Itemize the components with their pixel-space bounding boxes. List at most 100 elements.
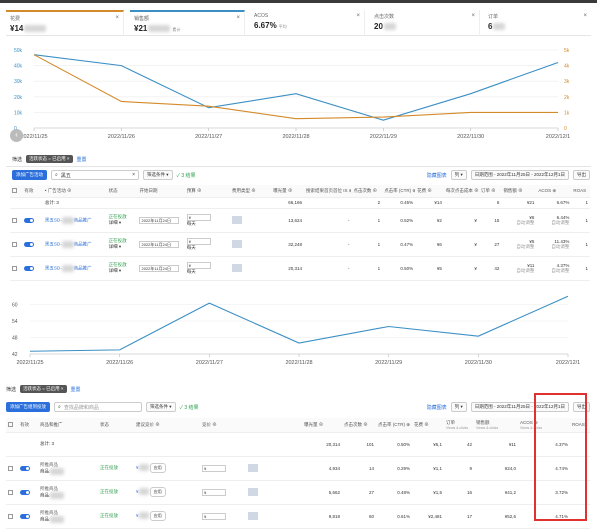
header-cell[interactable]: 订单 ⊕ [478,185,502,198]
header-cell[interactable]: 建议竞价 ⊕ [134,418,200,433]
active-toggle[interactable] [20,465,30,471]
date-range-button[interactable]: 日期范围 - 2022年11月25日 - 2022年12月1日 [470,402,569,412]
header-cell[interactable]: 订单 Views & clicks [444,418,474,433]
suggested-bid[interactable]: ¥ [136,489,139,494]
header-cell[interactable]: 花费 ⊕ [412,418,444,433]
metric-card-acos[interactable]: ACOS 6.67% 平均 × [250,10,365,36]
suggested-bid[interactable]: ¥ [136,465,139,470]
campaign-name-link[interactable]: 黑五SD- [44,241,62,247]
detail-link[interactable]: 详细 ▾ [108,220,122,225]
orders-value: 17 [444,504,474,529]
header-cell[interactable]: 点击次数 ⊕ [351,185,383,198]
close-icon[interactable]: × [471,13,475,19]
filter-chip-active[interactable]: 活跃状态 = 已启用 × [26,155,73,163]
apply-button[interactable]: 应用 [149,487,166,497]
bid-input[interactable]: ¥ [202,512,226,520]
reset-link[interactable]: 重置 [70,386,81,393]
export-button[interactable]: 导出 [573,170,590,180]
header-cell[interactable]: ACOS ⊕ Views & clicks [518,418,570,433]
active-toggle[interactable] [20,489,30,495]
export-button[interactable]: 导出 [573,402,590,412]
suggested-bid[interactable]: ¥ [136,513,139,518]
select-all-checkbox[interactable] [8,422,13,428]
header-cell[interactable]: 预算 ⊕ [184,185,231,198]
detail-link[interactable]: 详细 ▾ [108,268,122,273]
row-checkbox[interactable] [8,489,13,495]
close-icon[interactable]: × [115,15,119,21]
header-cell[interactable]: 搜索结果首页首位 IS ⊕ [304,185,352,198]
close-icon[interactable]: × [583,13,587,19]
active-toggle[interactable] [20,513,30,519]
header-cell[interactable]: 费用类型 ⊕ [230,185,272,198]
header-cell[interactable]: ROAS [571,185,590,198]
close-icon[interactable]: × [236,15,240,21]
close-icon[interactable]: × [356,13,360,19]
start-date-field[interactable]: 2022年11月24日 [139,216,180,224]
detail-link[interactable]: 详细 ▾ [108,244,122,249]
header-cell[interactable]: 有效 [22,185,43,198]
add-ad-group-button[interactable]: 添加广告组到投放 [6,402,50,412]
header-cell[interactable]: 商品和推广 [38,418,98,433]
row-checkbox[interactable] [12,241,17,247]
metric-card-spend[interactable]: 花费 ¥14 × [6,10,124,36]
search-input[interactable]: ⌕ 黑五 × [51,170,139,180]
row-checkbox[interactable] [8,465,13,471]
header-cell[interactable]: 竞价 ⊕ [200,418,246,433]
header-cell[interactable]: 状态 [98,418,134,433]
y-tick-left: 40k [14,64,23,70]
header-cell[interactable]: 曝光量 ⊕ [302,418,342,433]
active-toggle[interactable] [24,241,35,247]
row-checkbox[interactable] [12,217,17,223]
header-cell[interactable]: 有效 [18,418,38,433]
row-checkbox[interactable] [12,265,17,271]
reset-link[interactable]: 重置 [76,156,87,163]
select-all-checkbox[interactable] [12,188,17,194]
header-cell[interactable]: 花费 ⊕ [415,185,444,198]
start-date-field[interactable]: 2022年11月24日 [139,240,180,248]
header-cell[interactable]: 开始日期 [137,185,185,198]
metric-card-clicks[interactable]: 点击次数 20 × [370,10,480,36]
hide-chart-link[interactable]: 隐藏图表 [426,404,447,411]
spend-value: ¥1,5 [412,480,444,505]
active-toggle[interactable] [24,217,35,223]
bid-input[interactable]: ¥ [202,488,226,496]
row-checkbox[interactable] [8,513,13,519]
blurred-value [50,491,65,499]
start-date-field[interactable]: 2022年11月24日 [139,264,180,272]
metric-card-sales[interactable]: 销售额 ¥21 累计 × [130,10,245,36]
campaign-name-link[interactable]: 黑五SD- [44,217,62,223]
header-cell[interactable]: • 广告活动 ⊕ [42,185,107,198]
search-icon: ⌕ [58,404,61,410]
metric-card-orders[interactable]: 订单 6 × [484,10,591,36]
apply-button[interactable]: 应用 [149,511,166,521]
header-cell[interactable]: 点击率 (CTR) ⊕ [382,185,416,198]
filter-chip-active[interactable]: 活跃状态 = 已启用 × [20,385,67,393]
budget-input[interactable]: ¥ [186,261,211,269]
apply-button[interactable]: 应用 [149,463,166,473]
header-cell[interactable]: ACOS ⊕ [536,185,572,198]
header-cell[interactable]: 曝光量 ⊕ [271,185,305,198]
sales-value: ¥52,6 [474,504,518,529]
campaign-name-link[interactable]: 黑五SD- [44,265,62,271]
header-cell[interactable]: 状态 [106,185,138,198]
bid-input[interactable]: ¥ [202,464,226,472]
search-input[interactable]: ⌕ 查找品牌和商品 [54,402,142,412]
clear-icon[interactable]: × [132,172,135,178]
add-campaign-button[interactable]: 添加广告活动 [12,170,47,180]
hide-chart-link[interactable]: 隐藏图表 [426,172,447,179]
header-cell[interactable]: 点击次数 ⊕ [342,418,376,433]
chart-prev-button[interactable]: ‹ [10,129,23,142]
budget-input[interactable]: ¥ [186,213,211,221]
date-range-button[interactable]: 日期范围 - 2022年11月25日 - 2022年12月1日 [470,170,569,180]
columns-dropdown[interactable]: 列 ▾ [450,170,467,180]
header-cell[interactable]: 销售额 Views & clicks [474,418,518,433]
header-cell[interactable]: 每次点击成本 ⊕ [443,185,479,198]
header-cell[interactable]: 销售额 ⊕ [501,185,537,198]
filter-dropdown[interactable]: 筛选条件 ▾ [146,402,176,412]
header-cell[interactable]: 点击率 (CTR) ⊕ [376,418,412,433]
columns-dropdown[interactable]: 列 ▾ [450,402,467,412]
budget-input[interactable]: ¥ [186,237,211,245]
active-toggle[interactable] [24,265,35,271]
filter-dropdown[interactable]: 筛选条件 ▾ [143,170,173,180]
acos-value: 6.44% [556,214,570,220]
